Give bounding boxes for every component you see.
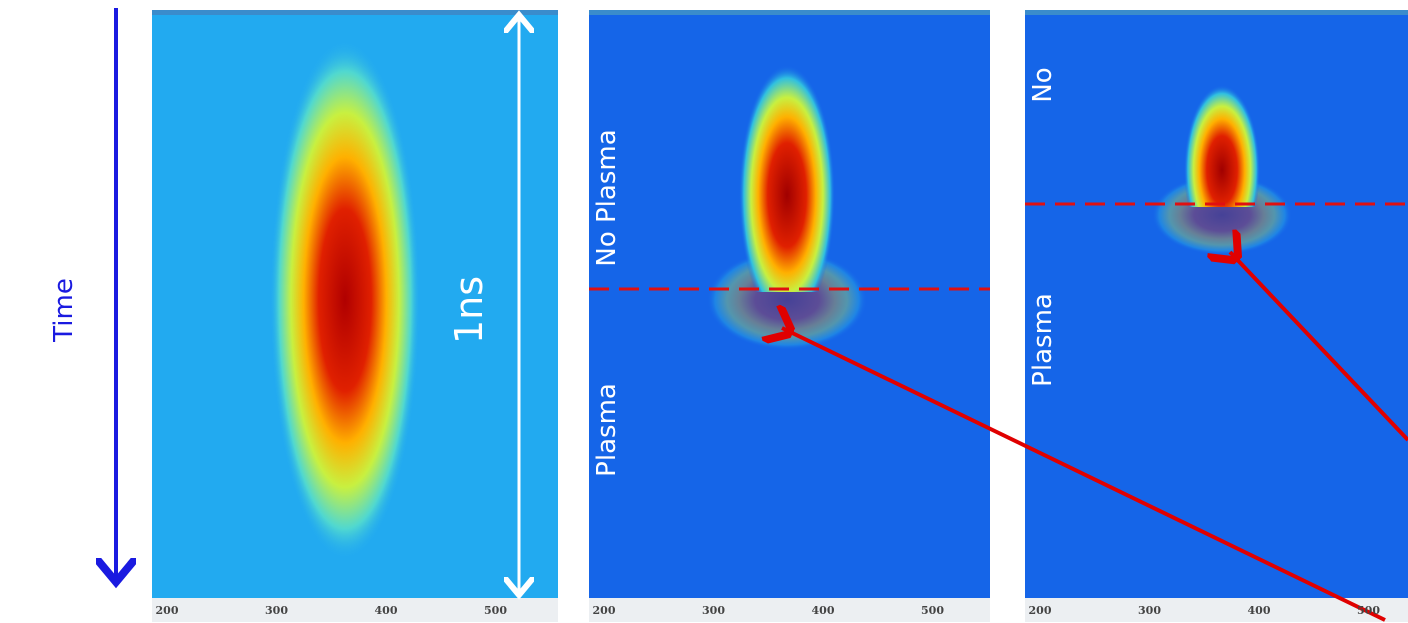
axis-tick-label: 500 bbox=[1357, 604, 1380, 617]
panel-axis: 200 300 400 500 bbox=[156, 604, 508, 617]
axis-tick-label: 300 bbox=[265, 604, 288, 617]
region-label: No Plasma bbox=[592, 129, 622, 266]
pointer-arrow bbox=[782, 328, 1386, 622]
axis-tick-label: 300 bbox=[702, 604, 725, 617]
axis-tick-label: 300 bbox=[1138, 604, 1161, 617]
panel-3 bbox=[1025, 10, 1408, 622]
region-label: Plasma bbox=[1028, 293, 1058, 387]
axis-ticks: 200 300 400 500 200 300 400 500 200 300 400 500 bbox=[156, 604, 1381, 617]
axis-tick-label: 400 bbox=[375, 604, 398, 617]
axis-tick-label: 400 bbox=[812, 604, 835, 617]
axis-tick-label: 500 bbox=[921, 604, 944, 617]
axis-tick-label: 500 bbox=[484, 604, 507, 617]
region-label: Plasma bbox=[592, 383, 622, 477]
axis-tick-label: 200 bbox=[156, 604, 179, 617]
time-label: Time bbox=[49, 278, 79, 343]
panel-axis: 200 300 400 500 bbox=[593, 604, 945, 617]
pointer-arrow bbox=[1230, 252, 1408, 442]
duration-label: 1ns bbox=[447, 276, 491, 344]
axis-tick-label: 200 bbox=[1029, 604, 1052, 617]
axis-tick-label: 400 bbox=[1248, 604, 1271, 617]
panel-axis: 200 300 400 500 bbox=[1029, 604, 1381, 617]
panel-2 bbox=[589, 10, 990, 622]
axis-tick-label: 200 bbox=[593, 604, 616, 617]
region-label: No bbox=[1028, 67, 1058, 102]
panel-1 bbox=[152, 10, 558, 622]
